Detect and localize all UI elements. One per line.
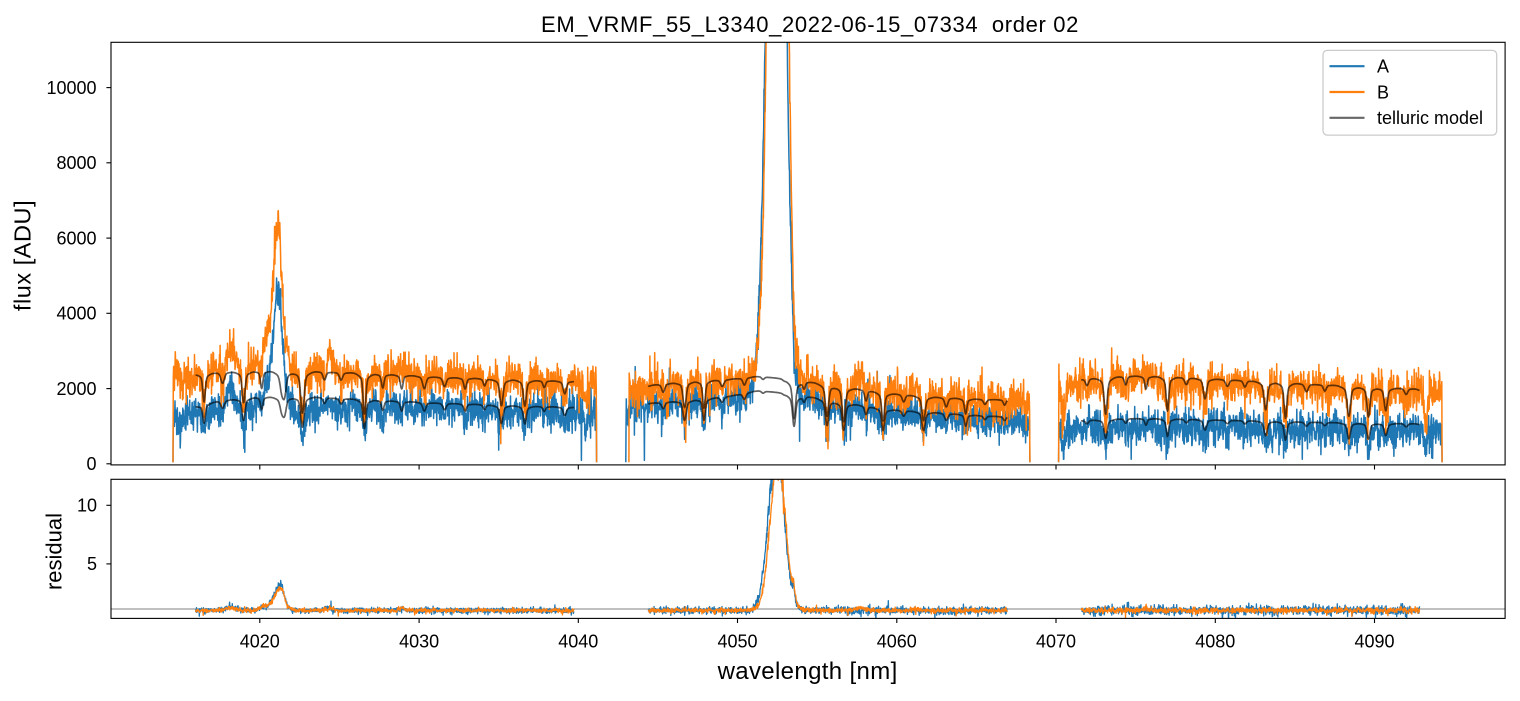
svg-text:4070: 4070 <box>1036 632 1076 652</box>
svg-text:EM_VRMF_55_L3340_2022-06-15_07: EM_VRMF_55_L3340_2022-06-15_07334 order … <box>541 12 1079 37</box>
svg-text:A: A <box>1377 57 1389 77</box>
svg-text:4050: 4050 <box>717 632 757 652</box>
svg-text:telluric model: telluric model <box>1377 108 1483 128</box>
svg-text:5: 5 <box>87 554 97 574</box>
svg-text:B: B <box>1377 82 1389 102</box>
svg-text:4040: 4040 <box>558 632 598 652</box>
svg-text:residual: residual <box>42 513 67 590</box>
svg-text:0: 0 <box>86 454 96 474</box>
svg-text:6000: 6000 <box>56 228 96 248</box>
svg-text:4080: 4080 <box>1195 632 1235 652</box>
svg-text:2000: 2000 <box>56 379 96 399</box>
svg-text:4000: 4000 <box>56 304 96 324</box>
svg-text:4060: 4060 <box>877 632 917 652</box>
svg-text:10: 10 <box>77 496 97 516</box>
svg-text:wavelength [nm]: wavelength [nm] <box>717 658 898 685</box>
svg-text:10000: 10000 <box>46 78 96 98</box>
svg-text:flux [ADU]: flux [ADU] <box>10 200 36 311</box>
svg-text:8000: 8000 <box>56 153 96 173</box>
svg-text:4090: 4090 <box>1354 632 1394 652</box>
svg-text:4020: 4020 <box>240 632 280 652</box>
svg-text:4030: 4030 <box>399 632 439 652</box>
